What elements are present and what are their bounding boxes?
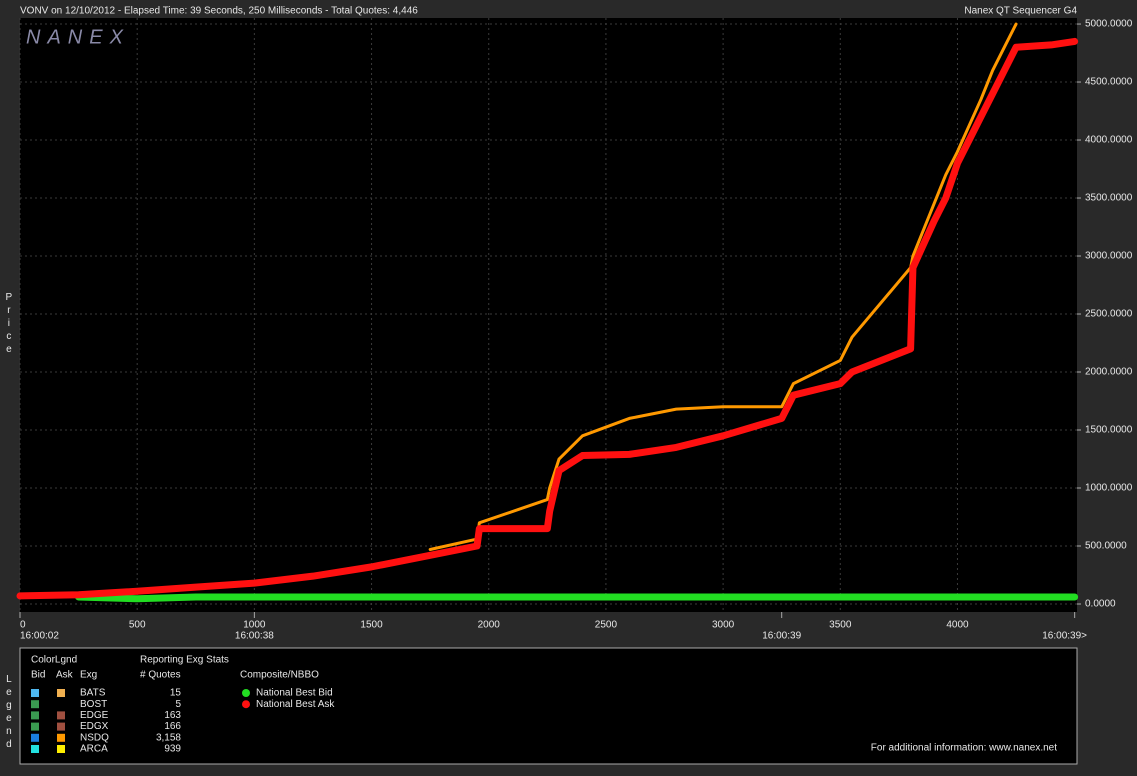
y-tick-label: 2500.0000 [1085,309,1133,320]
x-tick-label: 4000 [946,620,969,631]
legend-footer: For additional information: www.nanex.ne… [871,743,1057,754]
x-tick-label: 0 [20,620,26,631]
exchange-name: EDGE [80,710,109,721]
exchange-name: NSDQ [80,732,109,743]
composite-name: National Best Bid [256,688,333,699]
series-line [428,22,1018,551]
exchange-quotes: 166 [164,721,181,732]
ask-swatch [57,745,65,753]
legend-stats-title: Reporting Exg Stats [140,655,229,666]
legend-column: Exg [80,670,97,681]
exchange-quotes: 3,158 [156,732,181,743]
legend-side-label: Legend [3,674,14,752]
exchange-name: BOST [80,699,107,710]
ask-swatch [57,722,65,731]
y-tick-label: 1500.0000 [1085,425,1133,436]
legend-column: Bid [31,670,45,681]
series-line [75,593,1079,603]
exchange-quotes: 163 [164,710,181,721]
legend-color-title: ColorLgnd [31,655,77,666]
y-tick-label: 4500.0000 [1085,77,1133,88]
bid-swatch [31,700,39,709]
y-tick-label: 2000.0000 [1085,367,1133,378]
composite-name: National Best Ask [256,699,335,710]
exchange-quotes: 15 [170,688,182,699]
bid-swatch [31,689,39,697]
time-tick-label: 16:00:38 [235,631,274,642]
x-tick-label: 2000 [478,620,501,631]
time-tick-label: 16:00:39 [762,631,801,642]
bid-swatch [31,745,39,753]
exchange-quotes: 939 [164,744,181,755]
y-tick-label: 500.0000 [1085,541,1127,552]
time-tick-label: 16:00:39> [1042,631,1087,642]
bid-swatch [31,711,39,720]
legend-composite-title: Composite/NBBO [240,670,319,681]
watermark: NANEX [26,26,130,48]
y-axis-label: Price [3,292,14,357]
y-tick-label: 3000.0000 [1085,251,1133,262]
series-line [16,37,1079,600]
exchange-name: BATS [80,688,106,699]
time-tick-label: 16:00:02 [20,631,59,642]
legend-column: Ask [56,670,74,681]
x-tick-label: 500 [129,620,146,631]
bid-swatch [31,722,39,731]
x-tick-label: 1500 [360,620,383,631]
composite-dot [242,700,250,709]
x-tick-label: 2500 [595,620,618,631]
bid-swatch [31,733,39,742]
ask-swatch [57,689,65,697]
ask-swatch [57,733,65,742]
header-app: Nanex QT Sequencer G4 [964,6,1077,17]
y-tick-label: 3500.0000 [1085,193,1133,204]
composite-dot [242,689,250,697]
y-tick-label: 1000.0000 [1085,483,1133,494]
y-tick-label: 5000.0000 [1085,19,1133,30]
x-tick-label: 3500 [829,620,852,631]
x-tick-label: 3000 [712,620,735,631]
y-tick-label: 4000.0000 [1085,135,1133,146]
ask-swatch [57,711,65,720]
legend-quotes-header: # Quotes [140,670,181,681]
exchange-name: ARCA [80,744,108,755]
exchange-quotes: 5 [175,699,181,710]
y-tick-label: 0.0000 [1085,599,1116,610]
exchange-name: EDGX [80,721,109,732]
header-title: VONV on 12/10/2012 - Elapsed Time: 39 Se… [20,6,418,17]
legend-box [19,647,1078,765]
x-tick-label: 1000 [243,620,266,631]
